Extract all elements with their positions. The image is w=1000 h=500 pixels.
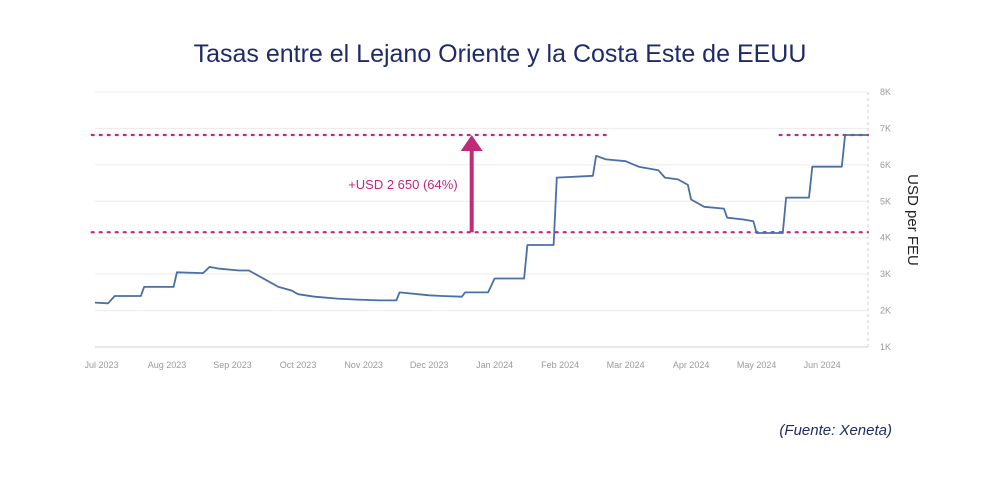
x-tick-label: Aug 2023 [148,360,187,370]
y-tick-label: 7K [880,123,891,133]
x-tick-label: Dec 2023 [410,360,449,370]
y-axis-label: USD per FEU [904,174,921,266]
x-tick-label: Jul 2023 [85,360,119,370]
x-tick-label: Sep 2023 [213,360,252,370]
y-tick-label: 5K [880,196,891,206]
y-tick-label: 1K [880,342,891,352]
y-tick-label: 2K [880,306,891,316]
x-tick-label: Nov 2023 [344,360,383,370]
x-tick-label: Feb 2024 [541,360,579,370]
y-axis: 1K 2K 3K 4K 5K 6K 7K 8K [867,87,891,352]
source-note: (Fuente: Xeneta) [779,422,892,439]
series-line [94,134,868,305]
y-tick-label: 3K [880,269,891,279]
x-tick-label: Apr 2024 [673,360,710,370]
y-tick-label: 6K [880,160,891,170]
x-tick-label: Jun 2024 [804,360,841,370]
gridlines [95,91,868,348]
series [94,134,868,305]
annotation-arrow-head [460,134,483,151]
annotation-label: +USD 2 650 (64%) [348,177,457,192]
annotation: +USD 2 650 (64%) [348,134,483,233]
x-tick-label: Jan 2024 [476,360,513,370]
x-tick-label: Mar 2024 [607,360,645,370]
x-axis: Jul 2023 Aug 2023 Sep 2023 Oct 2023 Nov 2023… [85,360,841,370]
x-tick-label: May 2024 [737,360,777,370]
x-tick-label: Oct 2023 [280,360,317,370]
chart-title: Tasas entre el Lejano Oriente y la Costa… [193,40,807,68]
y-tick-label: 4K [880,233,891,243]
y-tick-label: 8K [880,87,891,97]
